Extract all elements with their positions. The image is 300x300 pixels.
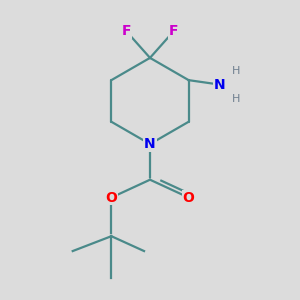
Text: F: F — [169, 24, 178, 38]
Text: H: H — [232, 94, 240, 104]
Text: N: N — [214, 78, 226, 92]
Text: N: N — [144, 137, 156, 151]
Text: H: H — [232, 66, 240, 76]
Text: O: O — [183, 190, 195, 205]
Text: F: F — [122, 24, 131, 38]
Text: O: O — [105, 190, 117, 205]
